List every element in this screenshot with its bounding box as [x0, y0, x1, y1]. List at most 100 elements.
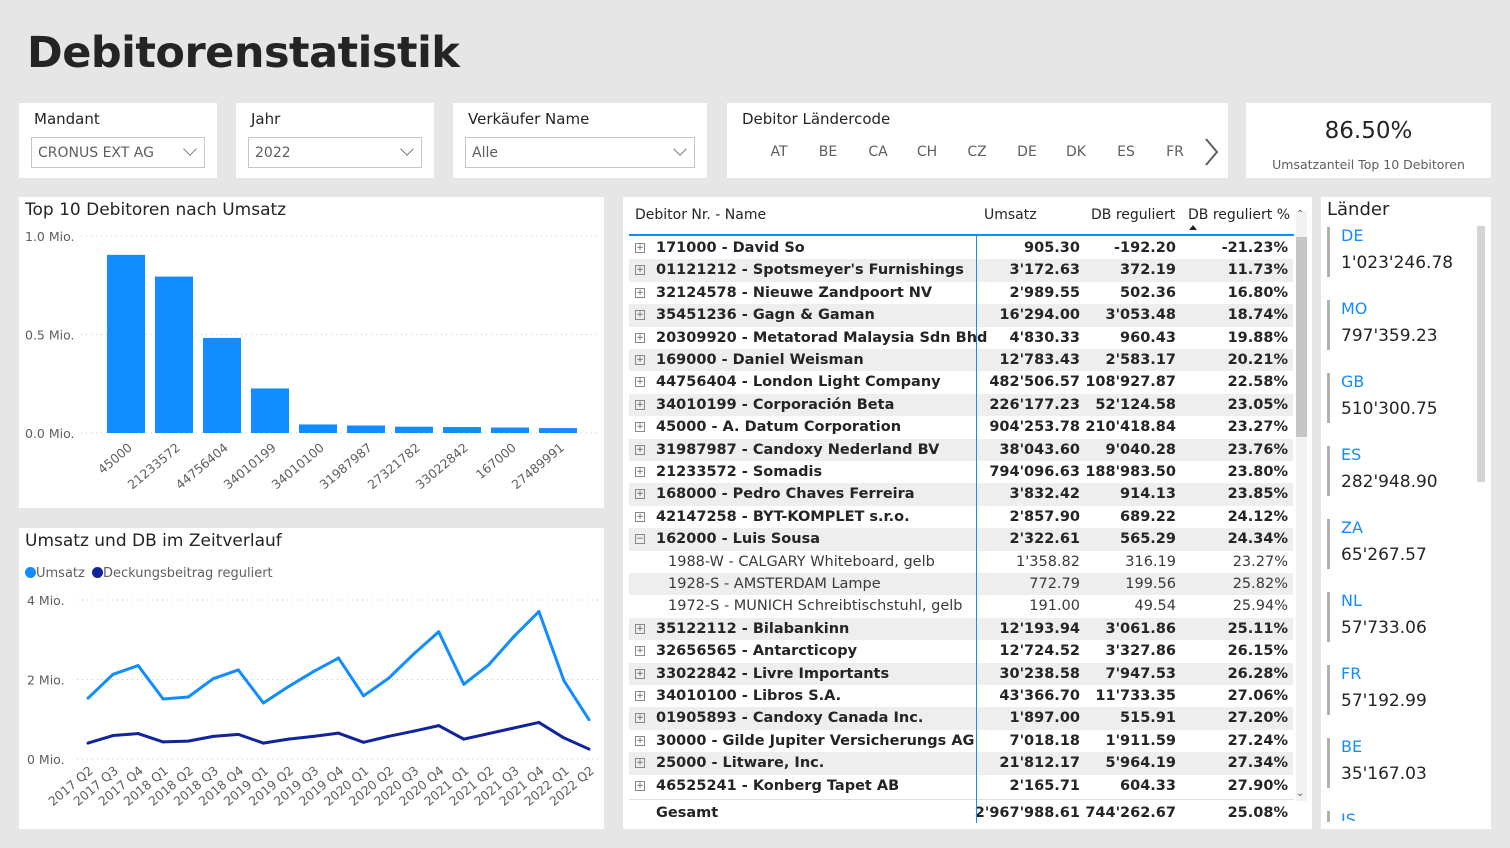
scroll-up-icon[interactable]: ⌃ — [1296, 209, 1305, 220]
expand-icon[interactable]: + — [635, 265, 645, 276]
table-row[interactable]: +21233572 - Somadis 794'096.63 188'983.50 2… — [629, 461, 1293, 483]
table-row[interactable]: +33022842 - Livre Importants 30'238.58 7'9… — [629, 662, 1293, 685]
data-point — [487, 663, 491, 667]
expand-icon[interactable]: + — [635, 668, 645, 679]
expand-icon[interactable]: + — [635, 691, 645, 701]
bar-21233572 — [155, 276, 193, 433]
laender-code-nl[interactable]: NL — [1341, 591, 1362, 610]
bar-45000 — [107, 254, 145, 433]
table-row[interactable]: +45000 - A. Datum Corporation 904'253.78 2… — [629, 416, 1293, 438]
laendercode-option-ch[interactable]: CH — [916, 144, 938, 160]
mandant-dropdown[interactable]: CRONUS EXT AG — [31, 137, 205, 168]
laender-code-mo[interactable]: MO — [1341, 299, 1368, 318]
table-row[interactable]: +34010100 - Libros S.A. 43'366.70 11'733.3… — [629, 685, 1293, 707]
table-row[interactable]: +42147258 - BYT-KOMPLET s.r.o. 2'857.90 68… — [629, 506, 1293, 528]
scroll-down-icon[interactable]: ⌄ — [1296, 788, 1305, 799]
kpi-label: Umsatzanteil Top 10 Debitoren — [1272, 157, 1465, 172]
expand-icon[interactable]: + — [635, 310, 645, 321]
expand-icon[interactable]: + — [635, 758, 645, 769]
laender-code-is[interactable]: IS — [1341, 810, 1356, 821]
table-row[interactable]: +01905893 - Candoxy Canada Inc. 1'897.00 5… — [629, 707, 1293, 730]
laendercode-option-fr[interactable]: FR — [1166, 144, 1184, 160]
expand-icon[interactable]: + — [635, 355, 645, 365]
expand-icon[interactable]: + — [635, 332, 645, 343]
laender-code-es[interactable]: ES — [1341, 445, 1362, 464]
table-row[interactable]: +35122112 - Bilabankinn 12'193.94 3'061.86… — [629, 617, 1293, 641]
expand-icon[interactable]: + — [635, 489, 645, 500]
table-row[interactable]: +46525241 - Konberg Tapet AB 2'165.71 604.… — [629, 775, 1293, 797]
chevron-right-icon[interactable] — [1203, 137, 1219, 167]
laender-code-de[interactable]: DE — [1341, 226, 1364, 245]
legend-umsatz[interactable]: Umsatz — [36, 566, 85, 581]
table-row[interactable]: +44756404 - London Light Company 482'506.… — [629, 371, 1293, 393]
row-pct: 23.80% — [1227, 464, 1288, 480]
table-child-row[interactable]: 1928-S - AMSTERDAM Lampe 772.79 199.56 25.8… — [629, 573, 1293, 596]
bar-33022842 — [443, 427, 481, 433]
table-row[interactable]: +35451236 - Gagn & Gaman 16'294.00 3'053.4… — [629, 304, 1293, 327]
col-header-db-pct[interactable]: DB reguliert % — [1188, 207, 1291, 223]
laendercode-option-cz[interactable]: CZ — [967, 144, 987, 160]
verkaeufer-dropdown[interactable]: Alle — [465, 137, 695, 168]
table-row[interactable]: +01121212 - Spotsmeyer's Furnishings 3'17… — [629, 259, 1293, 282]
col-header-umsatz[interactable]: Umsatz — [984, 207, 1037, 223]
expand-icon[interactable]: + — [635, 623, 645, 634]
expand-icon[interactable]: + — [635, 713, 645, 724]
table-child-row[interactable]: 1972-S - MUNICH Schreibtischstuhl, gelb 1… — [629, 595, 1293, 617]
total-umsatz: 2'967'988.61 — [974, 805, 1080, 821]
laender-scrollbar[interactable] — [1477, 226, 1485, 482]
jahr-dropdown[interactable]: 2022 — [248, 137, 422, 168]
table-row[interactable]: +32124578 - Nieuwe Zandpoort NV 2'989.55 5… — [629, 282, 1293, 304]
data-point — [311, 734, 315, 738]
table-row[interactable]: +30000 - Gilde Jupiter Versicherungs AG 7… — [629, 730, 1293, 752]
expand-icon[interactable]: + — [635, 399, 645, 410]
expand-icon[interactable]: + — [635, 780, 645, 791]
expand-icon[interactable]: + — [635, 511, 645, 522]
table-scrollbar[interactable] — [1296, 211, 1307, 801]
legend-db[interactable]: Deckungsbeitrag reguliert — [102, 566, 273, 581]
kpi-value: 86.50% — [1324, 118, 1413, 144]
expand-icon[interactable]: + — [635, 243, 645, 253]
row-pct: 20.21% — [1227, 352, 1288, 368]
laendercode-option-dk[interactable]: DK — [1066, 144, 1086, 160]
table-row[interactable]: +25000 - Litware, Inc. 21'812.17 5'964.19 2… — [629, 752, 1293, 775]
laendercode-option-ca[interactable]: CA — [868, 144, 888, 160]
laender-code-be[interactable]: BE — [1341, 737, 1363, 756]
laender-code-gb[interactable]: GB — [1341, 372, 1365, 391]
y-tick-label: 0.0 Mio. — [25, 426, 75, 441]
row-name: 01121212 - Spotsmeyer's Furnishings — [656, 262, 964, 279]
col-header-db[interactable]: DB reguliert — [1091, 207, 1176, 223]
row-name: 45000 - A. Datum Corporation — [656, 419, 902, 436]
laendercode-option-de[interactable]: DE — [1017, 144, 1037, 160]
table-row[interactable]: +34010199 - Corporación Beta 226'177.23 52… — [629, 393, 1293, 417]
table-row[interactable]: +32656565 - Antarcticopy 12'724.52 3'327.8… — [629, 640, 1293, 662]
expand-icon[interactable]: + — [635, 444, 645, 455]
laendercode-option-es[interactable]: ES — [1117, 144, 1135, 160]
scrollbar-thumb[interactable] — [1296, 237, 1307, 437]
table-row[interactable]: +20309920 - Metatorad Malaysia Sdn Bhd 4'… — [629, 327, 1293, 349]
col-header-name[interactable]: Debitor Nr. - Name — [635, 207, 767, 223]
collapse-icon[interactable]: − — [635, 534, 645, 545]
expand-icon[interactable]: + — [635, 735, 645, 746]
expand-icon[interactable]: + — [635, 287, 645, 298]
row-umsatz: 191.00 — [1029, 598, 1080, 615]
data-point — [111, 672, 115, 676]
row-pct: 27.34% — [1227, 755, 1288, 772]
data-point — [286, 737, 290, 741]
expand-icon[interactable]: + — [635, 646, 645, 657]
laender-code-za[interactable]: ZA — [1341, 518, 1363, 537]
expand-icon[interactable]: + — [635, 422, 645, 433]
chevron-down-icon — [183, 142, 197, 156]
row-umsatz: 1'358.82 — [1016, 553, 1080, 570]
laender-code-fr[interactable]: FR — [1341, 664, 1362, 683]
expand-icon[interactable]: + — [635, 467, 645, 477]
laendercode-option-be[interactable]: BE — [818, 144, 838, 160]
row-pct: 27.90% — [1227, 777, 1288, 794]
table-row[interactable]: +168000 - Pedro Chaves Ferreira 3'832.42 9… — [629, 483, 1293, 506]
table-row[interactable]: +171000 - David So 905.30 -192.20 -21.23% — [629, 237, 1293, 259]
expand-icon[interactable]: + — [635, 377, 645, 388]
table-row[interactable]: +31987987 - Candoxy Nederland BV 38'043.6… — [629, 438, 1293, 461]
table-child-row[interactable]: 1988-W - CALGARY Whiteboard, gelb 1'358.8… — [629, 551, 1293, 573]
laendercode-option-at[interactable]: AT — [770, 144, 788, 160]
table-row[interactable]: +169000 - Daniel Weisman 12'783.43 2'583.1… — [629, 349, 1293, 372]
table-row[interactable]: −162000 - Luis Sousa 2'322.61 565.29 24.34% — [629, 528, 1293, 551]
